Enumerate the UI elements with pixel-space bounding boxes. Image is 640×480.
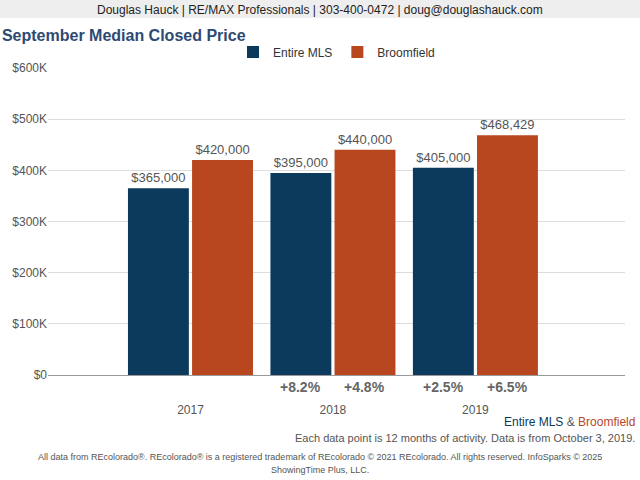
svg-text:$395,000: $395,000 <box>274 155 328 170</box>
svg-text:Broomfield: Broomfield <box>377 46 434 60</box>
svg-text:$500K: $500K <box>12 112 47 126</box>
svg-text:Douglas Hauck | RE/MAX Profess: Douglas Hauck | RE/MAX Professionals | 3… <box>97 3 543 17</box>
svg-text:$440,000: $440,000 <box>338 132 392 147</box>
svg-text:$600K: $600K <box>12 61 47 75</box>
svg-text:$200K: $200K <box>12 266 47 280</box>
svg-text:$365,000: $365,000 <box>131 170 185 185</box>
svg-text:2019: 2019 <box>462 403 489 417</box>
svg-text:2017: 2017 <box>177 403 204 417</box>
svg-text:$300K: $300K <box>12 215 47 229</box>
svg-text:Entire MLS: Entire MLS <box>273 46 332 60</box>
svg-text:2018: 2018 <box>320 403 347 417</box>
svg-text:Entire MLS & Broomfield: Entire MLS & Broomfield <box>504 415 635 429</box>
svg-text:+8.2%: +8.2% <box>280 379 321 395</box>
svg-text:$420,000: $420,000 <box>195 142 249 157</box>
svg-text:+6.5%: +6.5% <box>487 379 528 395</box>
svg-text:$100K: $100K <box>12 317 47 331</box>
svg-text:$400K: $400K <box>12 164 47 178</box>
svg-text:$405,000: $405,000 <box>416 150 470 165</box>
svg-text:All data from REcolorado®. REc: All data from REcolorado®. REcolorado® i… <box>38 452 602 462</box>
svg-text:$0: $0 <box>34 368 48 382</box>
svg-text:Each data point is 12 months o: Each data point is 12 months of activity… <box>295 432 635 444</box>
svg-text:$468,429: $468,429 <box>480 117 534 132</box>
svg-text:+2.5%: +2.5% <box>423 379 464 395</box>
svg-text:September Median Closed Price: September Median Closed Price <box>2 27 246 44</box>
svg-text:+4.8%: +4.8% <box>344 379 385 395</box>
svg-text:ShowingTime Plus, LLC.: ShowingTime Plus, LLC. <box>271 465 369 475</box>
